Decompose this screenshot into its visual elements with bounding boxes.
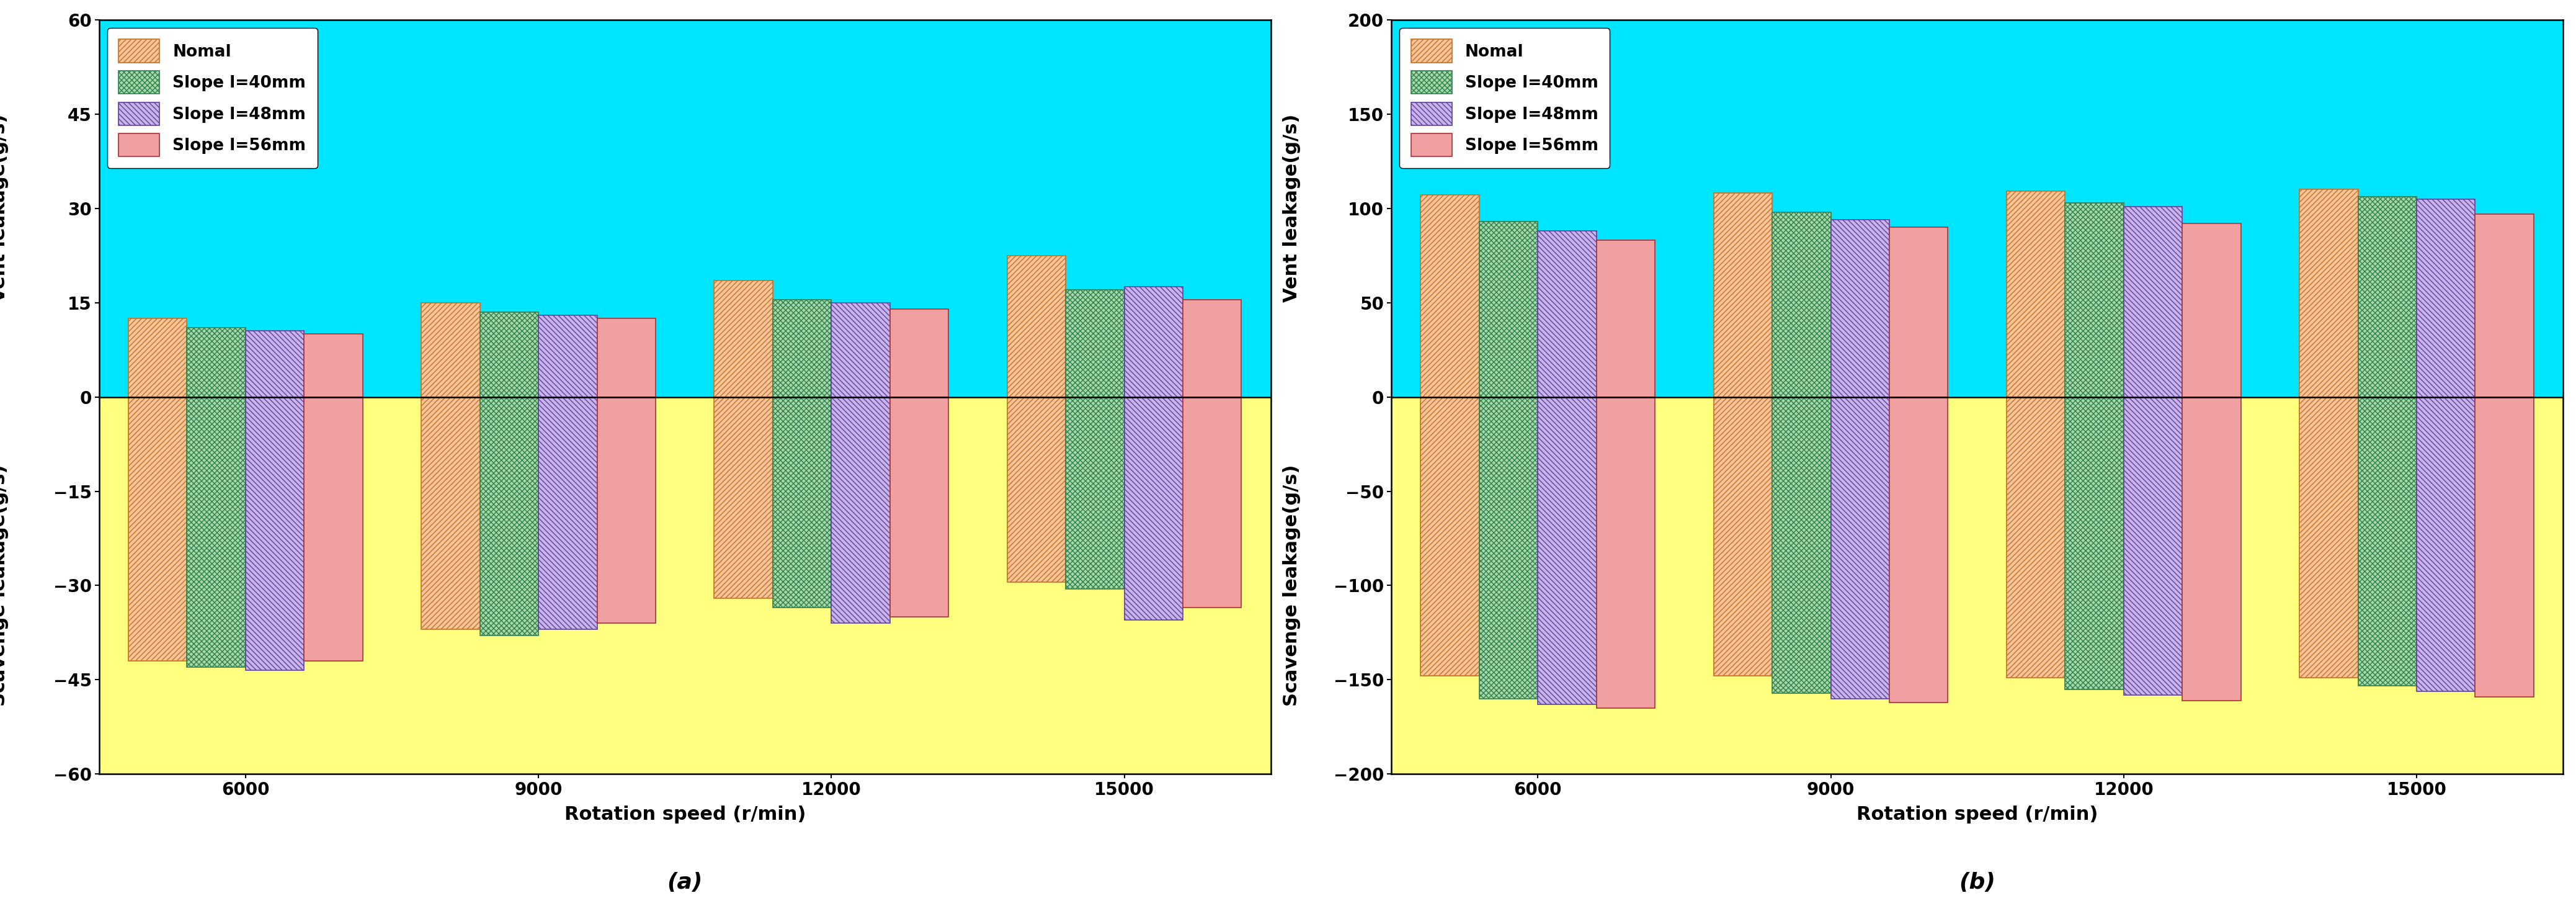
Bar bbox=[188, 328, 245, 397]
Bar bbox=[1182, 300, 1242, 397]
Bar bbox=[2182, 397, 2241, 700]
Text: Vent leakage(g/s): Vent leakage(g/s) bbox=[0, 114, 8, 303]
Text: Vent leakage(g/s): Vent leakage(g/s) bbox=[1283, 114, 1301, 303]
Bar bbox=[1419, 397, 1479, 676]
Bar bbox=[422, 397, 479, 629]
Bar bbox=[2007, 397, 2066, 678]
Bar bbox=[598, 319, 657, 397]
Text: Scavenge leakage(g/s): Scavenge leakage(g/s) bbox=[0, 464, 8, 707]
Bar bbox=[1713, 193, 1772, 397]
Bar bbox=[2123, 397, 2182, 695]
Bar bbox=[98, 20, 1270, 397]
Bar bbox=[245, 331, 304, 397]
Bar bbox=[1888, 397, 1947, 702]
Bar bbox=[2476, 397, 2535, 697]
Bar bbox=[1123, 397, 1182, 621]
Bar bbox=[1597, 241, 1654, 397]
Bar bbox=[479, 397, 538, 636]
Legend: Nomal, Slope l=40mm, Slope l=48mm, Slope l=56mm: Nomal, Slope l=40mm, Slope l=48mm, Slope… bbox=[108, 28, 317, 168]
Bar bbox=[1479, 397, 1538, 699]
Bar bbox=[1479, 222, 1538, 397]
Bar bbox=[1888, 227, 1947, 397]
Bar bbox=[1713, 397, 1772, 676]
Bar bbox=[304, 334, 363, 397]
Bar bbox=[2300, 397, 2357, 678]
Bar bbox=[1832, 397, 1888, 699]
Bar bbox=[129, 397, 188, 661]
Bar bbox=[2007, 191, 2066, 397]
Bar bbox=[1597, 397, 1654, 709]
Bar bbox=[773, 397, 832, 608]
Bar bbox=[832, 303, 889, 397]
Bar bbox=[188, 397, 245, 667]
Bar bbox=[1391, 20, 2563, 397]
Bar bbox=[2066, 203, 2123, 397]
Bar bbox=[129, 319, 188, 397]
Bar bbox=[2476, 214, 2535, 397]
Bar bbox=[479, 313, 538, 397]
Bar bbox=[1066, 290, 1123, 397]
Bar bbox=[538, 397, 598, 629]
Bar bbox=[1832, 220, 1888, 397]
Bar bbox=[98, 397, 1270, 774]
Bar bbox=[2416, 199, 2476, 397]
Bar bbox=[2066, 397, 2123, 690]
Bar bbox=[2357, 397, 2416, 685]
Bar bbox=[1007, 256, 1066, 397]
Bar bbox=[1419, 195, 1479, 397]
Bar bbox=[538, 315, 598, 397]
Bar bbox=[2182, 224, 2241, 397]
Bar bbox=[598, 397, 657, 623]
Bar bbox=[1066, 397, 1123, 589]
Bar bbox=[2123, 207, 2182, 397]
Bar bbox=[2416, 397, 2476, 691]
X-axis label: Rotation speed (r/min): Rotation speed (r/min) bbox=[564, 806, 806, 823]
Bar bbox=[1123, 287, 1182, 397]
Bar bbox=[1182, 397, 1242, 608]
Bar bbox=[304, 397, 363, 661]
Text: (b): (b) bbox=[1958, 872, 1996, 894]
Bar bbox=[714, 281, 773, 397]
X-axis label: Rotation speed (r/min): Rotation speed (r/min) bbox=[1857, 806, 2097, 823]
Bar bbox=[714, 397, 773, 598]
Bar bbox=[245, 397, 304, 671]
Text: (a): (a) bbox=[667, 872, 703, 894]
Bar bbox=[773, 300, 832, 397]
Bar bbox=[422, 303, 479, 397]
Bar bbox=[1772, 397, 1832, 693]
Bar bbox=[1538, 397, 1597, 704]
Bar bbox=[1538, 231, 1597, 397]
Bar bbox=[1007, 397, 1066, 583]
Bar bbox=[2300, 189, 2357, 397]
Bar bbox=[889, 309, 948, 397]
Text: Scavenge leakage(g/s): Scavenge leakage(g/s) bbox=[1283, 464, 1301, 707]
Bar bbox=[1772, 212, 1832, 397]
Bar bbox=[2357, 197, 2416, 397]
Bar bbox=[832, 397, 889, 623]
Bar bbox=[1391, 397, 2563, 774]
Legend: Nomal, Slope l=40mm, Slope l=48mm, Slope l=56mm: Nomal, Slope l=40mm, Slope l=48mm, Slope… bbox=[1399, 28, 1610, 168]
Bar bbox=[889, 397, 948, 617]
